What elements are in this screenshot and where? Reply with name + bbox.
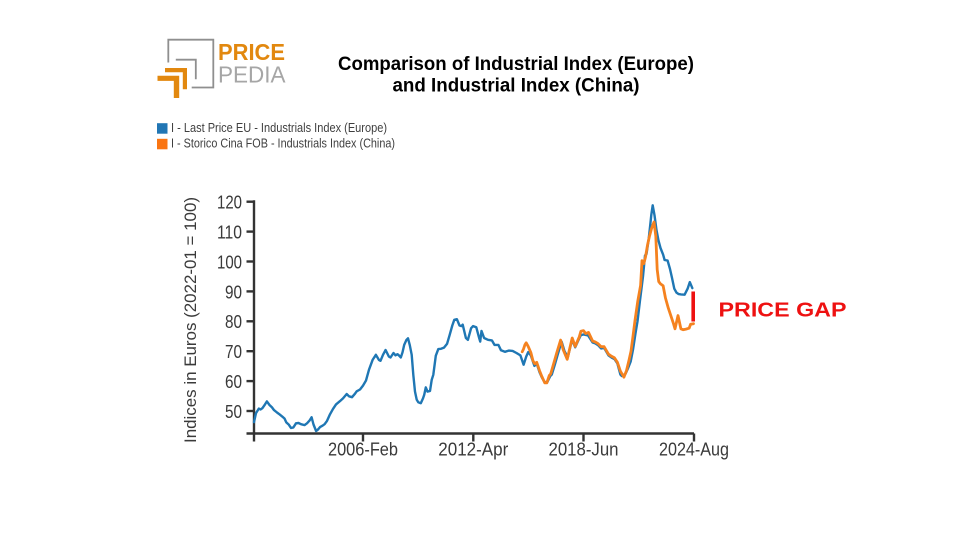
svg-text:PRICE GAP: PRICE GAP: [719, 299, 847, 321]
svg-text:PEDIA: PEDIA: [218, 62, 286, 88]
svg-text:60: 60: [225, 372, 242, 392]
svg-text:90: 90: [225, 282, 242, 302]
svg-text:2012-Apr: 2012-Apr: [438, 440, 508, 460]
svg-text:120: 120: [217, 193, 242, 213]
svg-text:70: 70: [225, 342, 242, 362]
svg-text:50: 50: [225, 402, 242, 422]
svg-text:I - Storico Cina FOB - Industr: I - Storico Cina FOB - Industrials Index…: [171, 137, 395, 151]
svg-text:80: 80: [225, 312, 242, 332]
svg-text:110: 110: [217, 223, 242, 243]
svg-text:and Industrial Index (China): and Industrial Index (China): [393, 76, 640, 97]
svg-text:2024-Aug: 2024-Aug: [659, 440, 729, 460]
svg-text:Comparison of Industrial Index: Comparison of Industrial Index (Europe): [338, 54, 694, 75]
svg-text:PRICE: PRICE: [218, 39, 285, 65]
svg-text:2006-Feb: 2006-Feb: [328, 440, 398, 460]
svg-text:I - Last Price EU - Industrial: I - Last Price EU - Industrials Index (E…: [171, 121, 387, 135]
svg-text:Indices in Euros (2022-01 = 10: Indices in Euros (2022-01 = 100): [181, 197, 200, 443]
svg-text:2018-Jun: 2018-Jun: [549, 440, 619, 460]
svg-text:100: 100: [217, 252, 242, 272]
